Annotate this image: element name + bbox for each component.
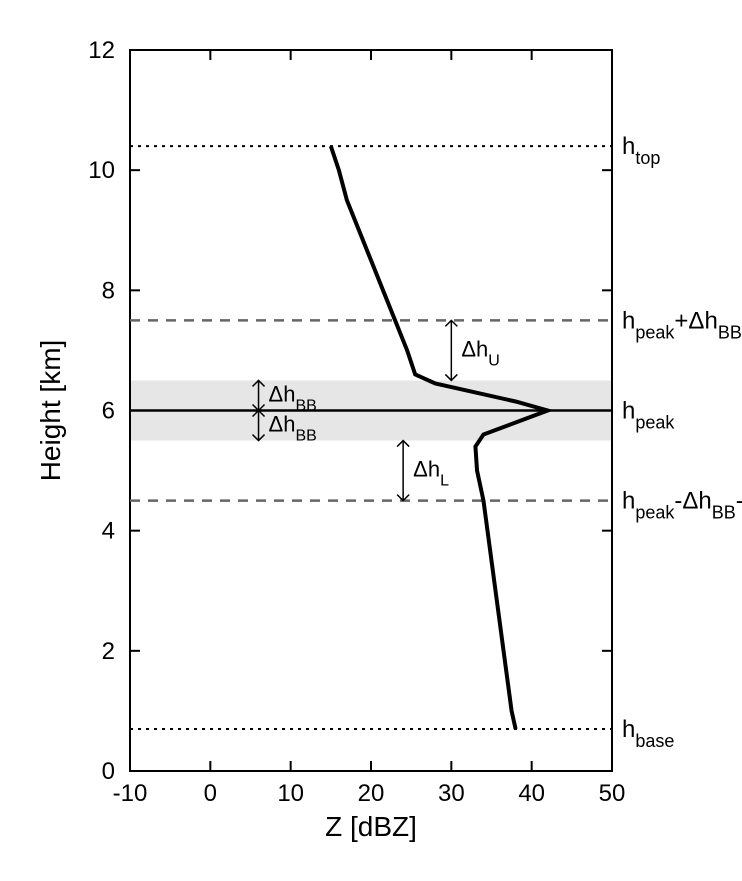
x-tick-label: 50 — [599, 780, 626, 807]
y-tick-label: 8 — [102, 277, 115, 304]
reference-label: hpeak-ΔhBB-ΔhL — [622, 488, 742, 523]
reference-label: hpeak+ΔhBB+ΔhU — [622, 307, 742, 342]
y-tick-label: 4 — [102, 518, 115, 545]
x-axis-title: Z [dBZ] — [325, 811, 417, 842]
y-tick-label: 2 — [102, 638, 115, 665]
y-tick-label: 6 — [102, 398, 115, 425]
delta-h-l-label: ΔhL — [413, 457, 449, 490]
y-tick-label: 0 — [102, 758, 115, 785]
x-tick-label: 40 — [518, 780, 545, 807]
y-tick-label: 10 — [88, 157, 115, 184]
y-tick-label: 12 — [88, 37, 115, 64]
delta-h-u-label: ΔhU — [461, 336, 500, 369]
x-tick-label: -10 — [113, 780, 148, 807]
reference-label: hbase — [622, 716, 674, 751]
x-tick-label: 10 — [277, 780, 304, 807]
y-axis-title: Height [km] — [35, 340, 66, 482]
reference-label: hpeak — [622, 398, 675, 433]
reference-label: htop — [622, 133, 660, 168]
x-tick-label: 30 — [438, 780, 465, 807]
x-tick-label: 20 — [358, 780, 385, 807]
x-tick-label: 0 — [204, 780, 217, 807]
reflectivity-profile-chart: -1001020304050024681012Z [dBZ]Height [km… — [20, 20, 742, 861]
